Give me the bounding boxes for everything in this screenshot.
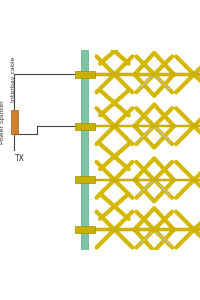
- Bar: [11, 110, 18, 134]
- Bar: [81, 50, 88, 250]
- FancyBboxPatch shape: [75, 71, 95, 78]
- Text: TX: TX: [15, 154, 25, 163]
- FancyBboxPatch shape: [75, 123, 95, 130]
- Bar: [81, 125, 200, 127]
- FancyBboxPatch shape: [75, 176, 95, 183]
- FancyBboxPatch shape: [75, 226, 95, 233]
- Text: Interbay cable: Interbay cable: [11, 56, 16, 102]
- Text: Power Splitter: Power Splitter: [0, 100, 5, 144]
- Bar: [81, 228, 200, 231]
- Bar: [81, 73, 200, 76]
- Bar: [81, 179, 200, 181]
